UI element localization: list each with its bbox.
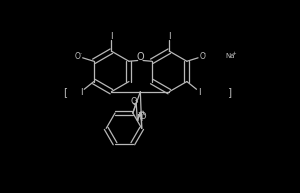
Text: I: I: [80, 88, 83, 97]
Text: O: O: [131, 97, 137, 106]
Text: N: N: [136, 114, 142, 123]
Text: I: I: [168, 32, 171, 41]
Text: -: -: [80, 52, 82, 56]
Text: Na: Na: [225, 53, 235, 59]
Text: ]: ]: [228, 87, 232, 97]
Text: O: O: [136, 52, 144, 62]
Text: +: +: [231, 51, 236, 56]
Text: -: -: [204, 52, 206, 56]
Text: O: O: [140, 112, 146, 121]
Text: O: O: [75, 52, 81, 61]
Text: O: O: [200, 52, 205, 61]
Text: I: I: [198, 88, 201, 97]
Text: [: [: [63, 87, 68, 97]
Text: I: I: [110, 32, 113, 41]
